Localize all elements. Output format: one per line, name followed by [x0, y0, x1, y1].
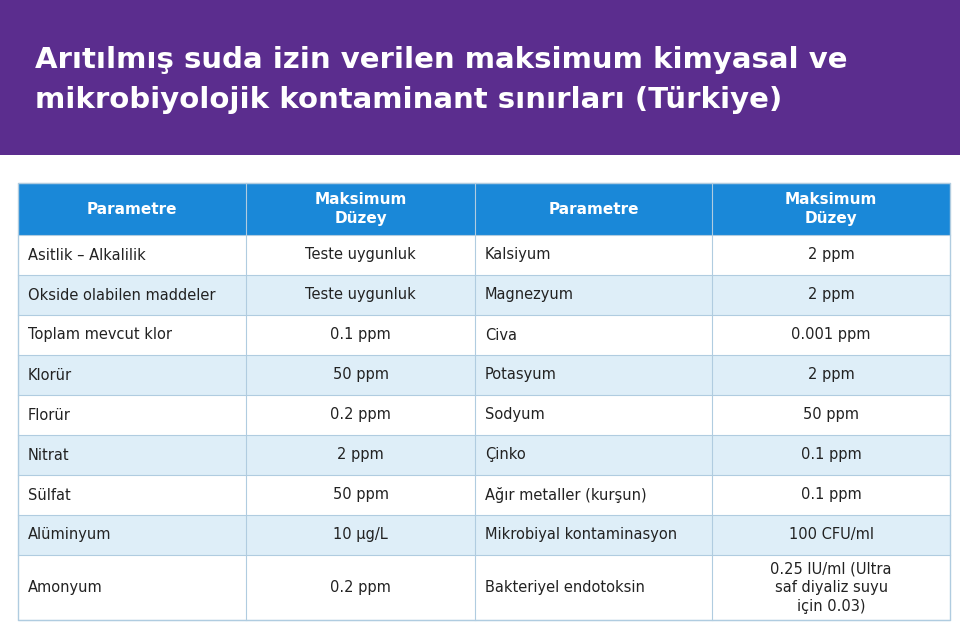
Text: 50 ppm: 50 ppm [804, 408, 859, 423]
Text: Civa: Civa [485, 328, 516, 343]
Text: 0.25 IU/ml (Ultra
saf diyaliz suyu
için 0.03): 0.25 IU/ml (Ultra saf diyaliz suyu için … [771, 561, 892, 614]
Text: Parametre: Parametre [548, 202, 638, 217]
FancyBboxPatch shape [712, 395, 950, 435]
Text: 2 ppm: 2 ppm [807, 287, 854, 302]
FancyBboxPatch shape [18, 435, 247, 475]
FancyBboxPatch shape [18, 183, 247, 235]
FancyBboxPatch shape [247, 555, 474, 620]
Text: Nitrat: Nitrat [28, 447, 70, 462]
Text: Bakteriyel endotoksin: Bakteriyel endotoksin [485, 580, 644, 595]
FancyBboxPatch shape [18, 555, 247, 620]
FancyBboxPatch shape [18, 315, 247, 355]
FancyBboxPatch shape [712, 515, 950, 555]
FancyBboxPatch shape [247, 355, 474, 395]
Text: Parametre: Parametre [87, 202, 178, 217]
Text: Klorür: Klorür [28, 367, 72, 382]
FancyBboxPatch shape [18, 235, 247, 275]
Text: Arıtılmış suda izin verilen maksimum kimyasal ve: Arıtılmış suda izin verilen maksimum kim… [35, 45, 848, 74]
Text: 2 ppm: 2 ppm [807, 367, 854, 382]
Text: Asitlik – Alkalilik: Asitlik – Alkalilik [28, 248, 146, 263]
FancyBboxPatch shape [712, 475, 950, 515]
FancyBboxPatch shape [0, 0, 960, 155]
FancyBboxPatch shape [474, 355, 712, 395]
FancyBboxPatch shape [18, 275, 247, 315]
FancyBboxPatch shape [712, 275, 950, 315]
Text: Çinko: Çinko [485, 447, 525, 462]
FancyBboxPatch shape [712, 315, 950, 355]
FancyBboxPatch shape [712, 435, 950, 475]
Text: Sülfat: Sülfat [28, 488, 71, 503]
Text: 0.2 ppm: 0.2 ppm [330, 408, 391, 423]
FancyBboxPatch shape [247, 235, 474, 275]
Text: 50 ppm: 50 ppm [332, 488, 389, 503]
FancyBboxPatch shape [474, 555, 712, 620]
Text: Amonyum: Amonyum [28, 580, 103, 595]
Text: Potasyum: Potasyum [485, 367, 557, 382]
FancyBboxPatch shape [474, 183, 712, 235]
Text: Teste uygunluk: Teste uygunluk [305, 248, 416, 263]
FancyBboxPatch shape [247, 183, 474, 235]
FancyBboxPatch shape [712, 355, 950, 395]
Text: 50 ppm: 50 ppm [332, 367, 389, 382]
Text: Teste uygunluk: Teste uygunluk [305, 287, 416, 302]
Text: Okside olabilen maddeler: Okside olabilen maddeler [28, 287, 215, 302]
Text: Sodyum: Sodyum [485, 408, 544, 423]
FancyBboxPatch shape [474, 275, 712, 315]
FancyBboxPatch shape [712, 235, 950, 275]
FancyBboxPatch shape [247, 515, 474, 555]
Text: Mikrobiyal kontaminasyon: Mikrobiyal kontaminasyon [485, 527, 677, 542]
Text: Maksimum
Düzey: Maksimum Düzey [785, 192, 877, 226]
FancyBboxPatch shape [474, 235, 712, 275]
FancyBboxPatch shape [247, 435, 474, 475]
Text: Florür: Florür [28, 408, 71, 423]
FancyBboxPatch shape [18, 395, 247, 435]
Text: 0.001 ppm: 0.001 ppm [791, 328, 871, 343]
Text: Magnezyum: Magnezyum [485, 287, 574, 302]
FancyBboxPatch shape [474, 395, 712, 435]
FancyBboxPatch shape [474, 315, 712, 355]
Text: Toplam mevcut klor: Toplam mevcut klor [28, 328, 172, 343]
FancyBboxPatch shape [18, 475, 247, 515]
FancyBboxPatch shape [474, 435, 712, 475]
FancyBboxPatch shape [712, 183, 950, 235]
FancyBboxPatch shape [247, 275, 474, 315]
FancyBboxPatch shape [474, 475, 712, 515]
Text: 0.2 ppm: 0.2 ppm [330, 580, 391, 595]
Text: Kalsiyum: Kalsiyum [485, 248, 551, 263]
FancyBboxPatch shape [247, 315, 474, 355]
FancyBboxPatch shape [18, 515, 247, 555]
FancyBboxPatch shape [474, 515, 712, 555]
Text: Maksimum
Düzey: Maksimum Düzey [314, 192, 407, 226]
Text: 100 CFU/ml: 100 CFU/ml [789, 527, 874, 542]
FancyBboxPatch shape [18, 355, 247, 395]
FancyBboxPatch shape [712, 555, 950, 620]
FancyBboxPatch shape [247, 395, 474, 435]
Text: 0.1 ppm: 0.1 ppm [801, 447, 861, 462]
Text: 0.1 ppm: 0.1 ppm [330, 328, 391, 343]
Text: mikrobiyolojik kontaminant sınırları (Türkiye): mikrobiyolojik kontaminant sınırları (Tü… [35, 86, 782, 113]
Text: 2 ppm: 2 ppm [807, 248, 854, 263]
Text: Ağır metaller (kurşun): Ağır metaller (kurşun) [485, 487, 646, 503]
Text: 10 μg/L: 10 μg/L [333, 527, 388, 542]
FancyBboxPatch shape [247, 475, 474, 515]
Text: 2 ppm: 2 ppm [337, 447, 384, 462]
Text: Alüminyum: Alüminyum [28, 527, 111, 542]
Text: 0.1 ppm: 0.1 ppm [801, 488, 861, 503]
